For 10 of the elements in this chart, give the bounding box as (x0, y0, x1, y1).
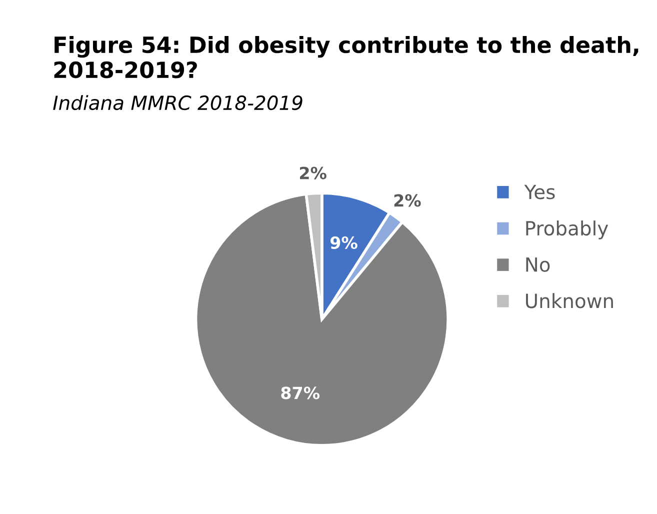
legend-label: Probably (526, 220, 608, 240)
data-label: 9% (330, 236, 358, 249)
chart-subtitle: Indiana MMRC 2018-2019 (53, 95, 302, 110)
data-label: 87% (281, 386, 320, 400)
data-label: 2% (394, 194, 421, 207)
legend-label: Yes (524, 184, 555, 200)
chart-title: Figure 54: Did obesity contribute to the death, 2018-2019? (54, 36, 638, 78)
legend-label: No (526, 257, 550, 272)
legend-label: Unknown (526, 293, 613, 308)
data-label: 2% (300, 166, 326, 180)
